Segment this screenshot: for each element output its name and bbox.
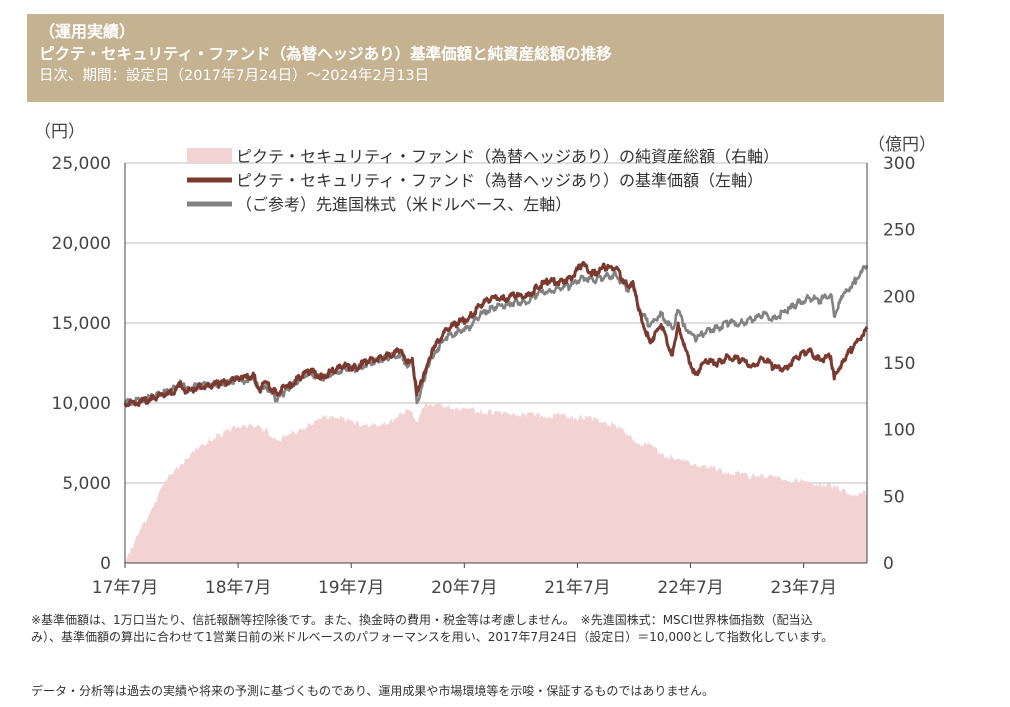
- left-axis-unit: （円）: [34, 122, 85, 142]
- chart-header: （運用実績） ピクテ・セキュリティ・ファンド（為替ヘッジあり）基準価額と純資産総…: [27, 14, 944, 102]
- right-tick-label: 100: [883, 421, 915, 441]
- header-title: ピクテ・セキュリティ・ファンド（為替ヘッジあり）基準価額と純資産総額の推移: [39, 45, 612, 63]
- footnote-2: データ・分析等は過去の実績や将来の予測に基づくものであり、運用成果や市場環境等を…: [31, 684, 715, 698]
- axes: 0 5,000 10,000 15,000 20,000 25,000 0 50 100 150 2…: [52, 154, 916, 598]
- right-tick-label: 0: [883, 554, 894, 574]
- header-section-label: （運用実績）: [39, 22, 136, 41]
- left-tick-label: 5,000: [62, 474, 111, 494]
- x-tick-label: 22年7月: [657, 578, 723, 598]
- x-tick-label: 17年7月: [92, 578, 158, 598]
- left-tick-label: 15,000: [52, 314, 111, 334]
- series-developed-equity-line: [123, 265, 869, 407]
- x-tick-label: 19年7月: [318, 578, 384, 598]
- right-tick-label: 50: [883, 487, 905, 507]
- right-tick-label: 200: [883, 287, 915, 307]
- chart-svg: 0 5,000 10,000 15,000 20,000 25,000 0 50 100 150 2…: [34, 122, 936, 598]
- right-tick-label: 150: [883, 354, 915, 374]
- left-tick-label: 20,000: [52, 234, 111, 254]
- series-net-assets-area: [125, 402, 867, 563]
- legend-swatch-net-assets: [187, 148, 232, 163]
- legend-label-net-assets: ピクテ・セキュリティ・ファンド（為替ヘッジあり）の純資産総額（右軸）: [236, 147, 779, 166]
- legend-label-fund-nav: ピクテ・セキュリティ・ファンド（為替ヘッジあり）の基準価額（左軸）: [236, 171, 763, 190]
- right-axis-unit: （億円）: [868, 135, 936, 155]
- footnote-1-line-2: み）、基準価額の算出に合わせて1営業日前の米ドルベースのパフォーマンスを用い、2…: [31, 630, 834, 644]
- legend: ピクテ・セキュリティ・ファンド（為替ヘッジあり）の純資産総額（右軸） ピクテ・セ…: [187, 147, 779, 214]
- x-tick-label: 23年7月: [770, 578, 836, 598]
- legend-label-developed-equity: （ご参考）先進国株式（米ドルベース、左軸）: [236, 195, 571, 214]
- footnote-1: ※基準価額は、1万口当たり、信託報酬等控除後です。また、換金時の費用・税金等は考…: [31, 612, 833, 646]
- x-tick-label: 20年7月: [431, 578, 497, 598]
- series-fund-nav-line: [123, 260, 869, 408]
- left-tick-label: 25,000: [52, 154, 111, 174]
- footnote-1-line-1: ※基準価額は、1万口当たり、信託報酬等控除後です。また、換金時の費用・税金等は考…: [31, 613, 813, 627]
- price-lines-layer: [123, 260, 869, 408]
- x-tick-label: 18年7月: [205, 578, 271, 598]
- right-tick-label: 300: [883, 154, 915, 174]
- header-period: 日次、期間：設定日（2017年7月24日）～2024年2月13日: [39, 68, 430, 84]
- left-tick-label: 10,000: [52, 394, 111, 414]
- right-tick-label: 250: [883, 221, 915, 241]
- x-tick-label: 21年7月: [544, 578, 610, 598]
- net-assets-area-layer: [125, 402, 867, 563]
- left-tick-label: 0: [100, 554, 111, 574]
